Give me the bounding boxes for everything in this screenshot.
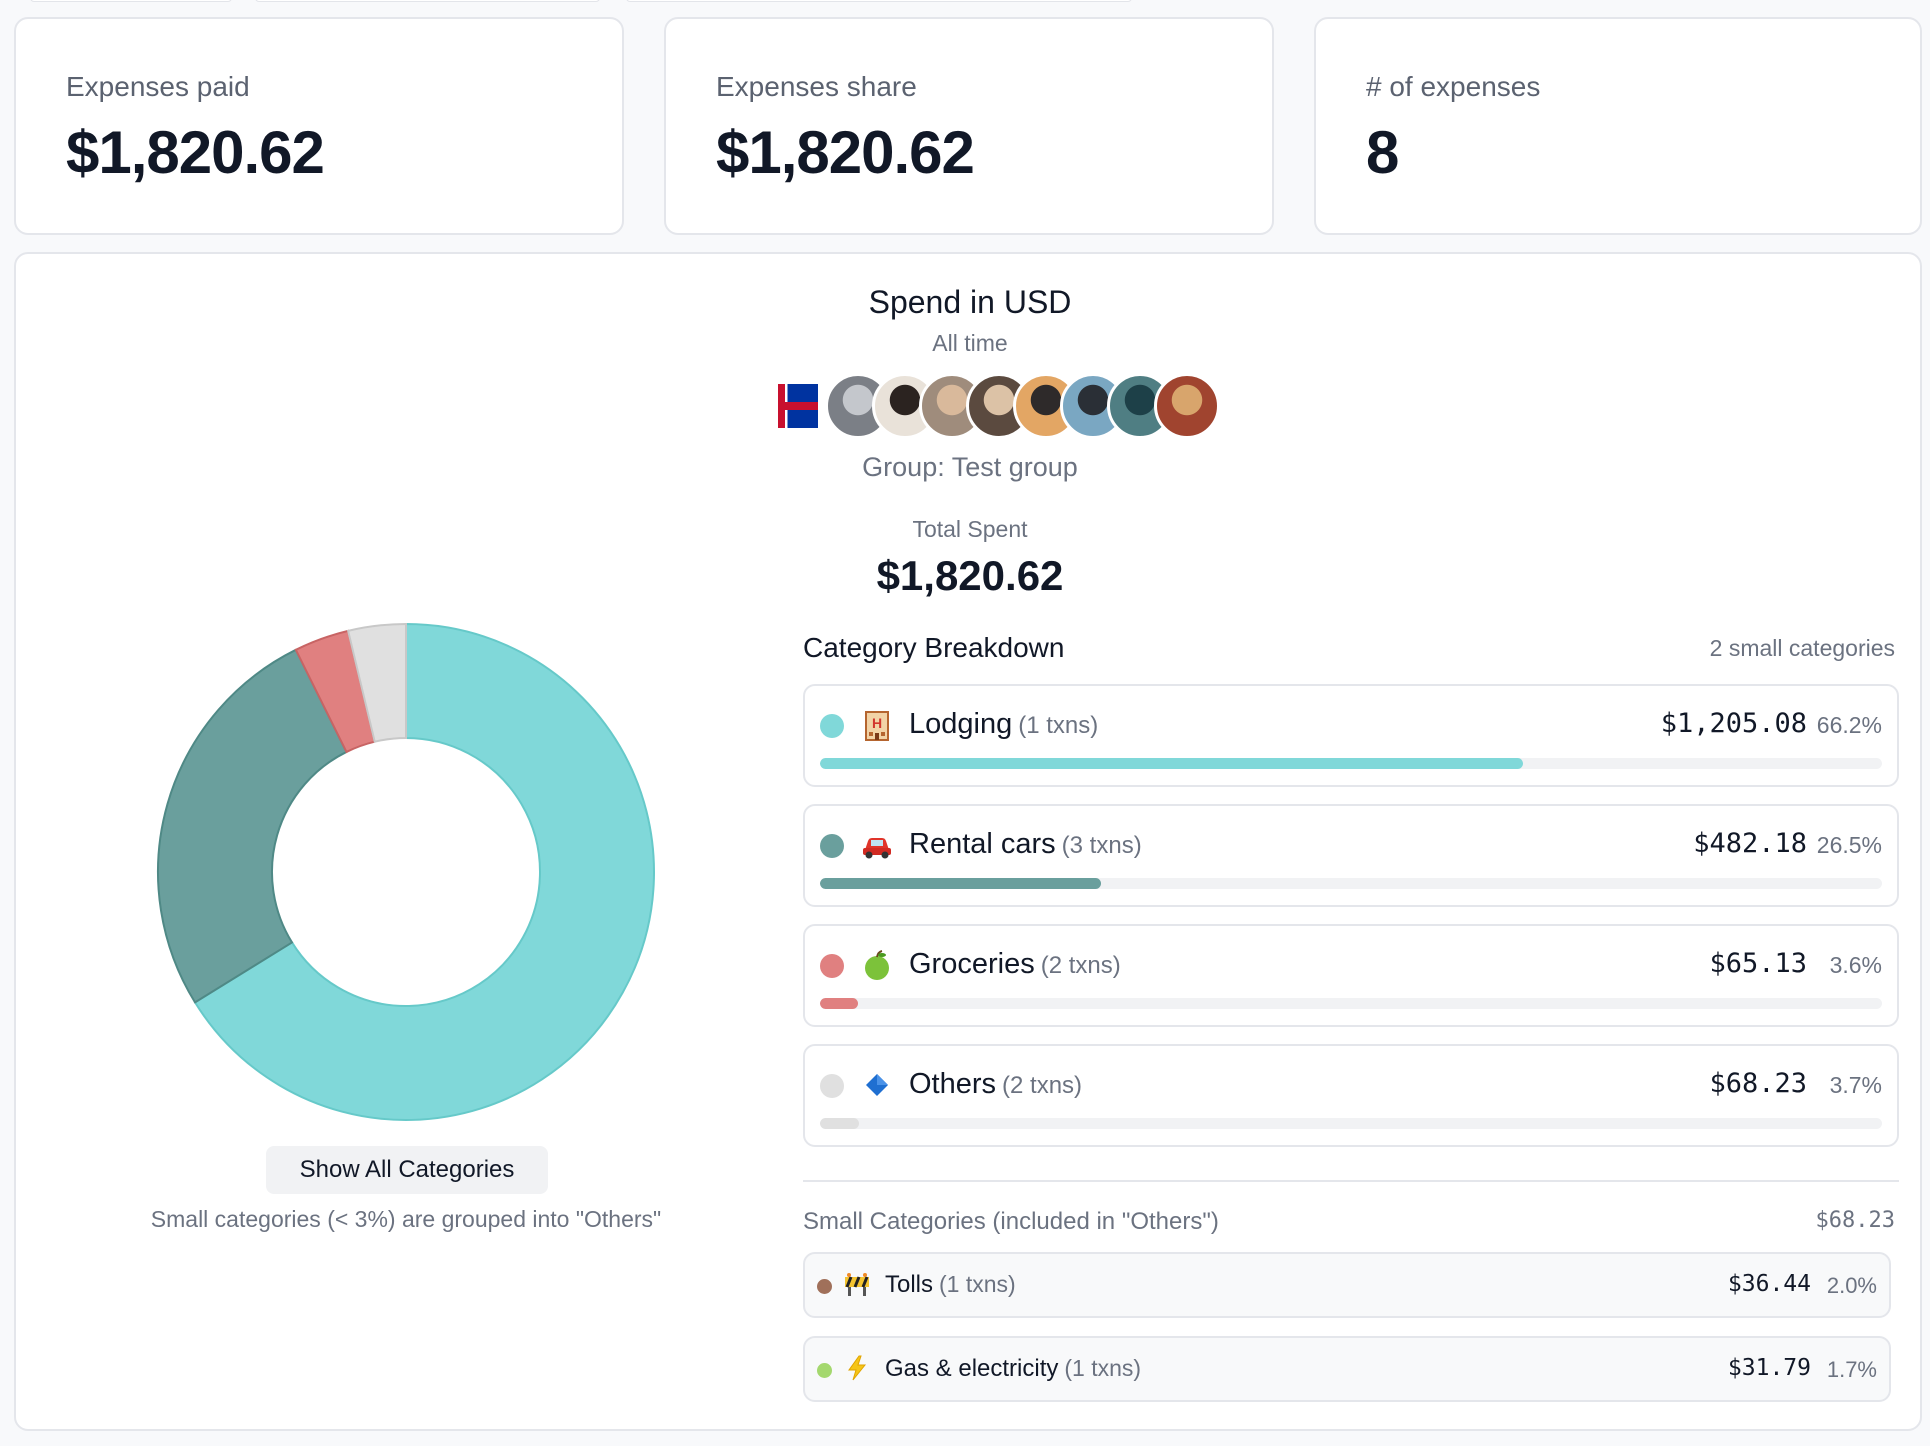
diamond-icon — [866, 1074, 888, 1096]
apple-icon — [865, 950, 889, 980]
category-color-dot — [817, 1279, 832, 1294]
txn-count: (2 txns) — [1040, 952, 1121, 979]
total-spent-value: $1,820.62 — [876, 552, 1064, 599]
category-progress-fill — [820, 878, 1102, 889]
category-progress-track — [820, 878, 1882, 889]
stat-value: $1,820.62 — [716, 119, 975, 186]
category-color-dot — [820, 834, 844, 858]
category-percent: 1.7% — [1826, 1357, 1877, 1382]
category-name: Groceries (2 txns) — [909, 948, 1121, 980]
category-percent: 3.6% — [1829, 952, 1882, 978]
tab-stub[interactable] — [30, 0, 232, 2]
txn-count: (1 txns) — [1064, 1355, 1142, 1381]
small-category-row-gas-electricity[interactable]: Gas & electricity (1 txns) $31.79 1.7% — [803, 1336, 1891, 1402]
category-percent: 2.0% — [1826, 1273, 1877, 1298]
stat-card-expenses-share: Expenses share $1,820.62 — [664, 17, 1274, 235]
small-categories-count: 2 small categories — [1709, 635, 1895, 661]
category-percent: 3.7% — [1829, 1072, 1882, 1098]
category-row-lodging[interactable]: H Lodging (1 txns) $1,205.08 66.2% — [803, 684, 1899, 787]
category-amount: $31.79 — [1727, 1355, 1811, 1381]
construction-icon — [845, 1273, 869, 1296]
category-amount: $482.18 — [1693, 828, 1807, 859]
category-color-dot — [820, 1074, 844, 1098]
category-row-others[interactable]: Others (2 txns) $68.23 3.7% — [803, 1044, 1899, 1147]
category-amount: $65.13 — [1709, 948, 1807, 979]
category-name: Tolls (1 txns) — [885, 1271, 1016, 1298]
category-name: Gas & electricity (1 txns) — [885, 1355, 1142, 1382]
category-amount: $1,205.08 — [1660, 708, 1807, 739]
donut-slice-others[interactable] — [346, 622, 407, 743]
hotel-icon: H — [865, 711, 889, 741]
txn-count: (2 txns) — [1002, 1072, 1083, 1099]
car-icon — [863, 838, 891, 859]
stat-card-expense-count: # of expenses 8 — [1314, 17, 1922, 235]
category-progress-fill — [820, 998, 859, 1009]
category-percent: 26.5% — [1816, 832, 1882, 858]
category-color-dot — [820, 714, 844, 738]
small-categories-total: $68.23 — [1815, 1208, 1895, 1233]
stat-value: 8 — [1366, 119, 1399, 186]
category-amount: $36.44 — [1727, 1271, 1811, 1297]
stat-label: Expenses paid — [66, 71, 250, 102]
category-row-rental-cars[interactable]: Rental cars (3 txns) $482.18 26.5% — [803, 804, 1899, 907]
small-categories-title: Small Categories (included in "Others") — [803, 1208, 1219, 1235]
donut-slice-rental-cars[interactable] — [157, 648, 348, 1004]
category-name: Lodging (1 txns) — [909, 708, 1099, 740]
category-progress-fill — [820, 1118, 860, 1129]
category-progress-fill — [820, 758, 1524, 769]
avatar-8 — [1154, 373, 1220, 439]
stat-card-expenses-paid: Expenses paid $1,820.62 — [14, 17, 624, 235]
category-amount: $68.23 — [1709, 1068, 1807, 1099]
txn-count: (1 txns) — [939, 1271, 1016, 1297]
category-name: Rental cars (3 txns) — [909, 828, 1142, 860]
category-donut-chart — [157, 622, 655, 1121]
tab-stub[interactable] — [255, 0, 600, 2]
category-progress-track — [820, 758, 1882, 769]
category-color-dot — [820, 954, 844, 978]
small-category-row-tolls[interactable]: Tolls (1 txns) $36.44 2.0% — [803, 1252, 1891, 1318]
stat-label: Expenses share — [716, 71, 917, 102]
category-row-groceries[interactable]: Groceries (2 txns) $65.13 3.6% — [803, 924, 1899, 1027]
txn-count: (3 txns) — [1061, 832, 1142, 859]
lightning-icon — [848, 1355, 867, 1381]
show-all-categories-button[interactable]: Show All Categories — [266, 1146, 548, 1194]
section-divider — [803, 1180, 1899, 1182]
stat-value: $1,820.62 — [66, 119, 325, 186]
category-percent: 66.2% — [1816, 712, 1882, 738]
tab-stub[interactable] — [626, 0, 1132, 2]
donut-slice-lodging[interactable] — [193, 622, 655, 1121]
category-progress-track — [820, 1118, 1882, 1129]
group-name: Group: Test group — [862, 452, 1078, 482]
chart-title: Spend in USD — [868, 284, 1072, 320]
svg-text:H: H — [872, 715, 882, 731]
top-tab-stubs — [0, 0, 1930, 4]
category-color-dot — [817, 1363, 832, 1378]
category-name: Others (2 txns) — [909, 1068, 1083, 1100]
category-progress-track — [820, 998, 1882, 1009]
category-breakdown-title: Category Breakdown — [803, 632, 1065, 663]
spend-summary-card: Spend in USD All time Group: Test group … — [14, 252, 1922, 1431]
time-range-label: All time — [932, 330, 1008, 356]
total-spent-label: Total Spent — [912, 516, 1028, 542]
stat-label: # of expenses — [1366, 71, 1541, 102]
txn-count: (1 txns) — [1018, 712, 1099, 739]
small-categories-note: Small categories (< 3%) are grouped into… — [150, 1206, 662, 1232]
flag-avatar-icon — [778, 384, 818, 428]
